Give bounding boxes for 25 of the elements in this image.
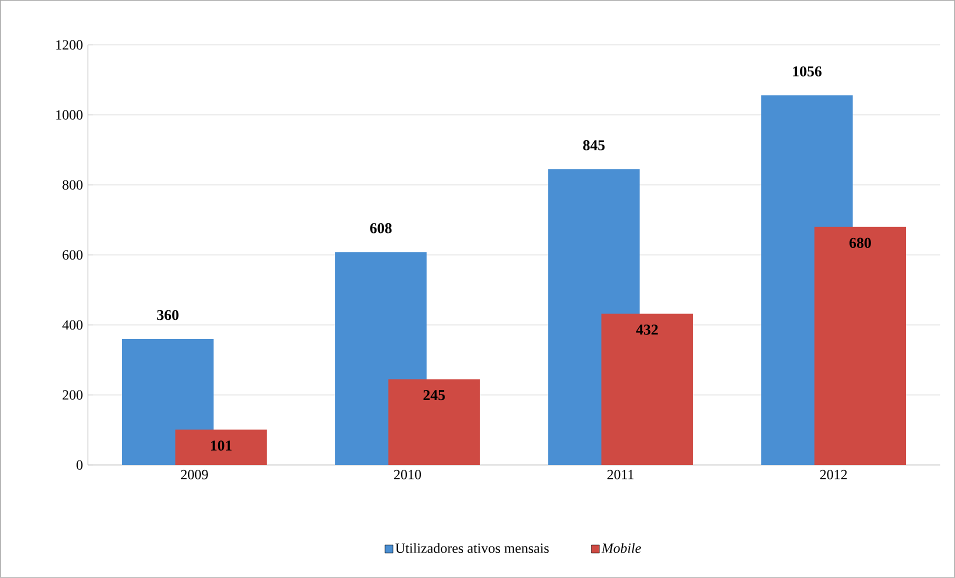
- x-tick-label: 2012: [820, 470, 847, 480]
- legend-label: Mobile: [601, 543, 641, 553]
- bar: [814, 226, 906, 466]
- data-label: 608: [370, 223, 392, 234]
- y-tick-label: 400: [62, 320, 83, 330]
- bar: [601, 314, 693, 466]
- data-label: 360: [157, 310, 178, 320]
- data-label: 845: [583, 140, 605, 150]
- bar: [175, 430, 267, 466]
- x-tick-label: 2010: [394, 470, 421, 480]
- bar: [388, 379, 480, 466]
- x-tick-label: 2011: [607, 470, 634, 480]
- data-label: 245: [424, 390, 445, 400]
- legend-label: Utilizadores ativos mensais: [395, 543, 549, 553]
- y-tick-label: 200: [62, 390, 83, 400]
- data-label: 1056: [793, 66, 822, 76]
- y-tick-label: 800: [62, 180, 83, 190]
- data-label: 432: [636, 324, 658, 335]
- y-tick-label: 600: [62, 250, 83, 260]
- data-label: 101: [211, 440, 232, 451]
- x-tick-label: 2009: [181, 470, 208, 480]
- y-tick-label: 0: [76, 460, 83, 470]
- y-tick-label: 1200: [56, 40, 83, 50]
- y-tick-label: 1000: [56, 110, 83, 120]
- data-label: 680: [849, 238, 871, 248]
